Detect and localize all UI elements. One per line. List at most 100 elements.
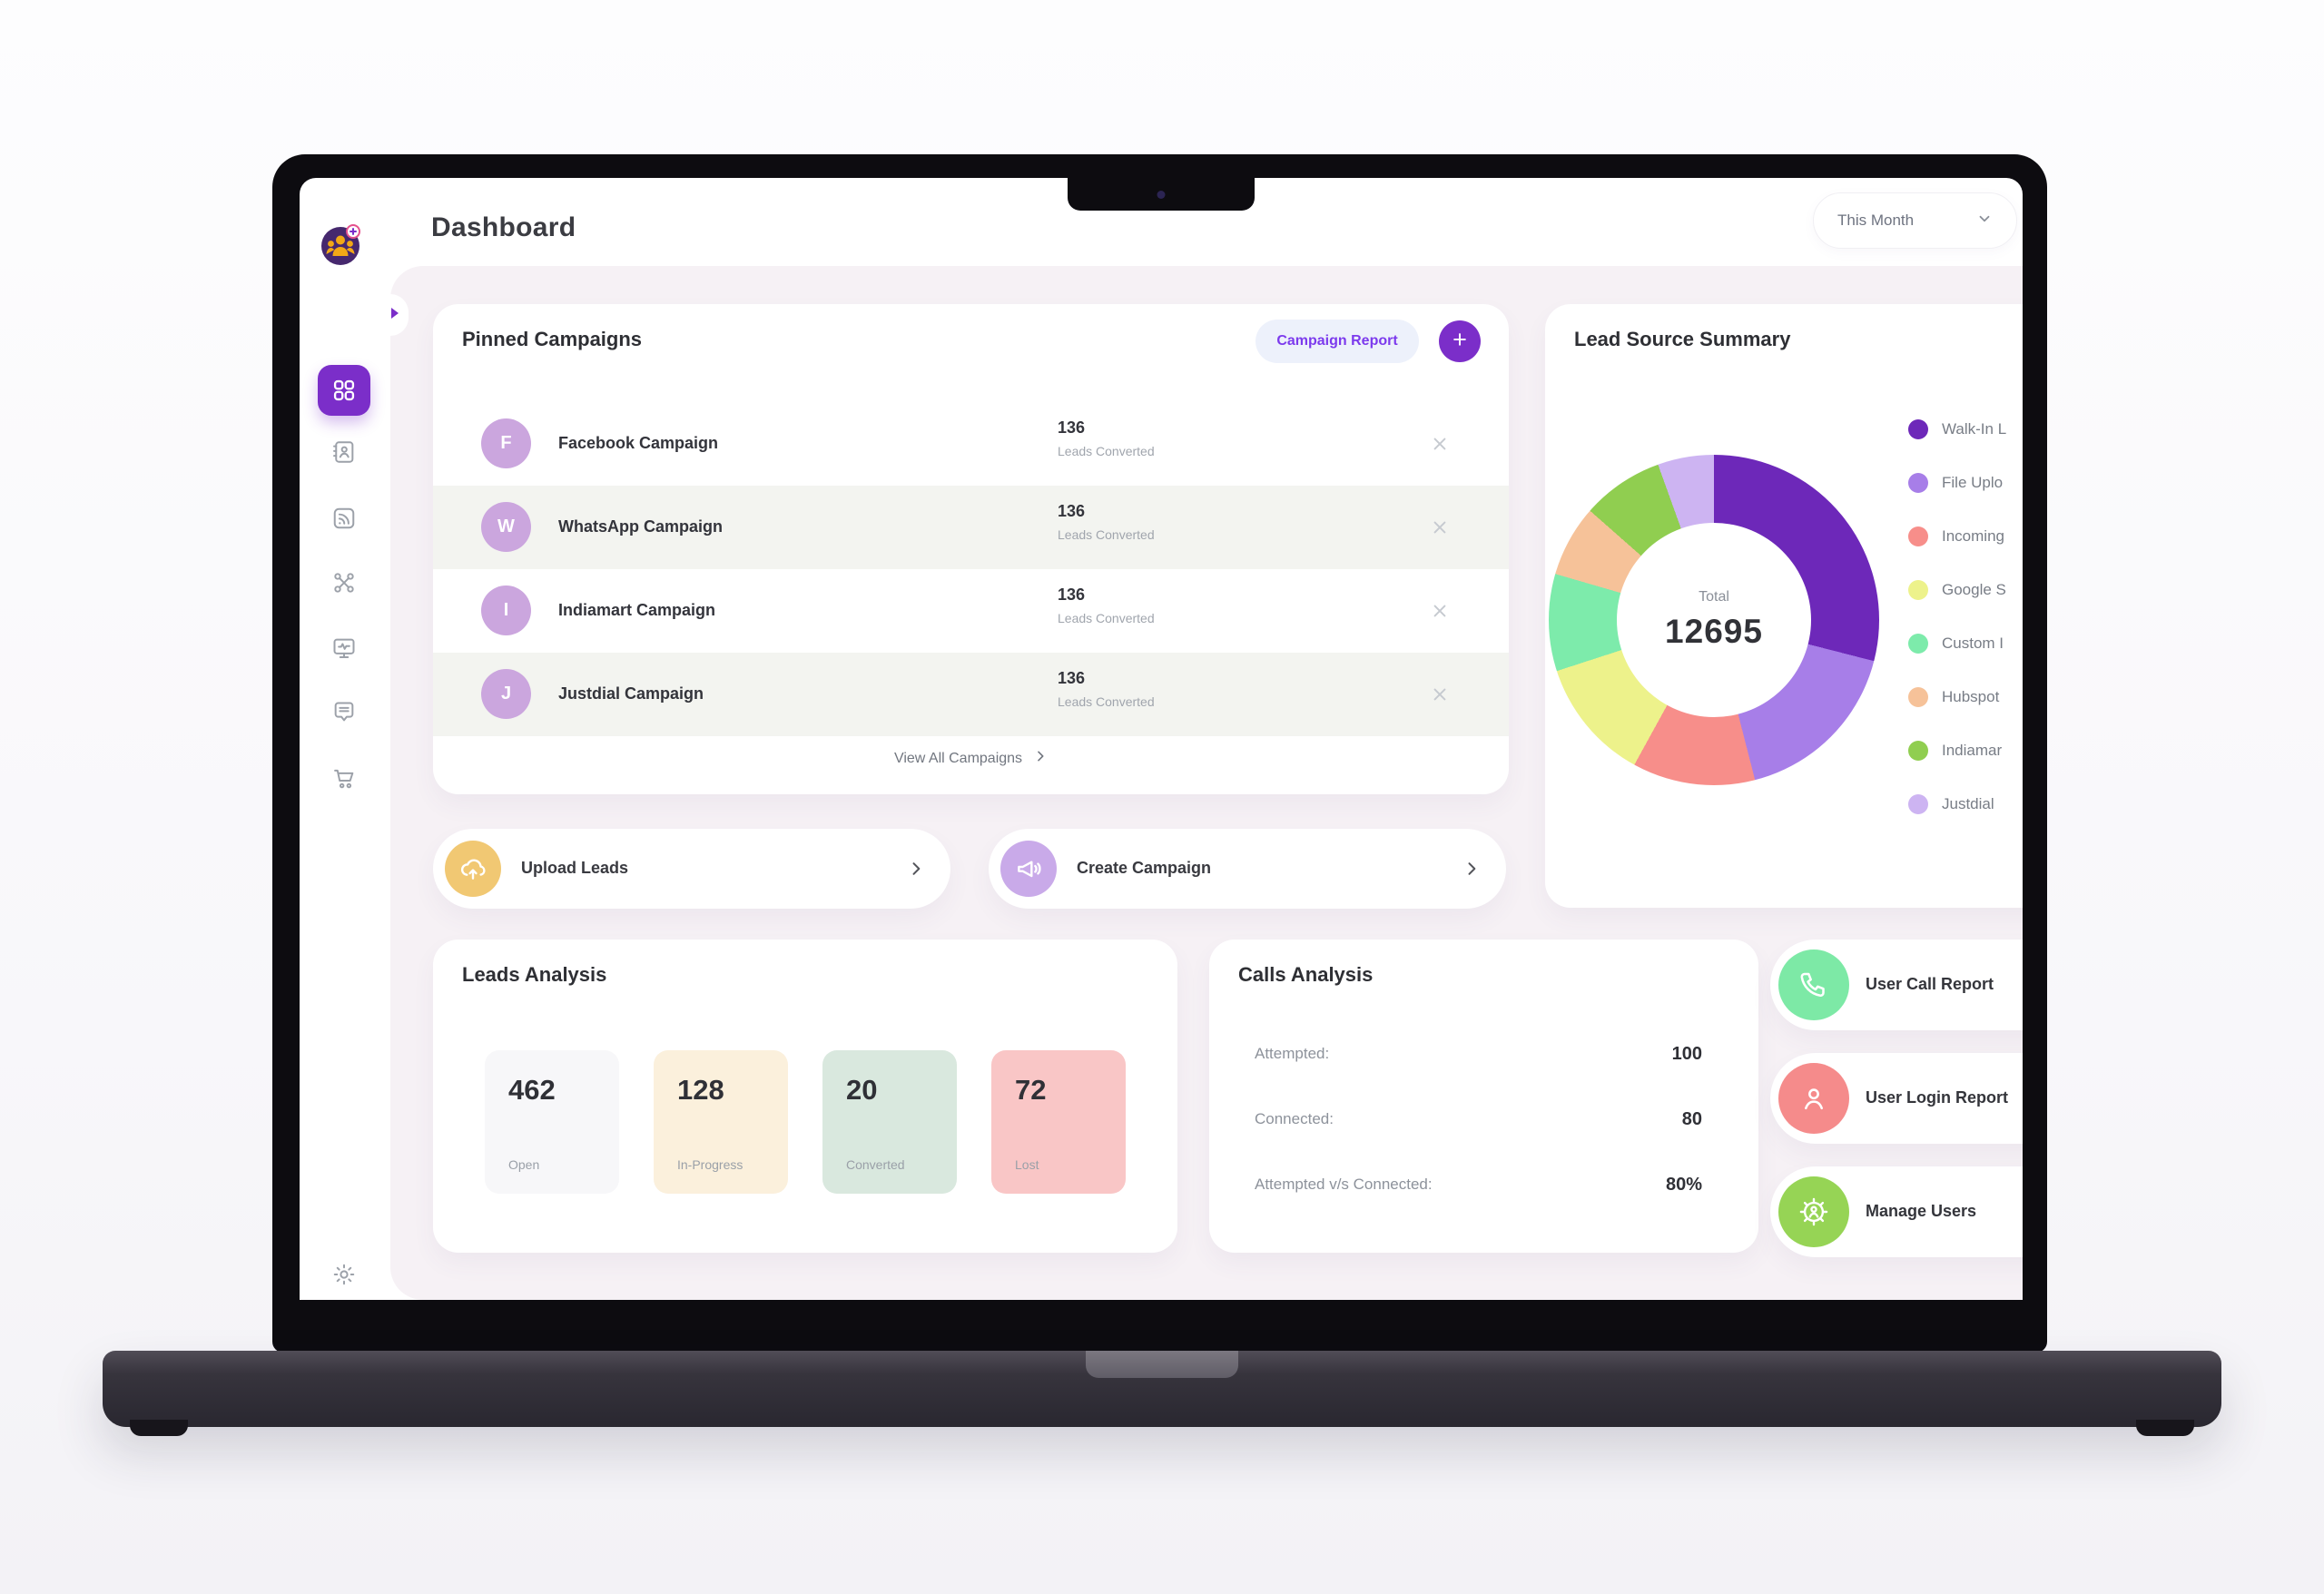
shopping-cart-icon [331,765,357,791]
unpin-close-icon[interactable] [1428,599,1452,623]
legend-item: Custom I [1908,634,2006,654]
period-selector-value: This Month [1837,212,1915,229]
dashboard-grid-icon [331,378,357,403]
stat-tile-open: 462 Open [485,1050,619,1194]
create-campaign-button[interactable]: Create Campaign [989,829,1506,909]
lead-source-summary-card: Lead Source Summary Total 12695 Walk-In … [1545,304,2023,908]
app-window: Dashboard This Month [300,178,2023,1300]
laptop-screen: Dashboard This Month [272,154,2047,1353]
sidebar-item-workflow[interactable] [331,570,357,595]
campaign-report-button[interactable]: Campaign Report [1256,320,1419,363]
sidebar-item-contacts[interactable] [331,439,357,465]
legend-dot [1908,526,1928,546]
legend-label: Walk-In L [1942,420,2007,438]
campaign-row[interactable]: J Justdial Campaign 136 Leads Converted [433,653,1509,736]
campaign-row[interactable]: W WhatsApp Campaign 136 Leads Converted [433,486,1509,569]
calls-value: 100 [1671,1043,1702,1064]
legend-dot [1908,687,1928,707]
chevron-right-icon [907,860,925,878]
campaign-metric-label: Leads Converted [1058,611,1155,625]
chart-legend: Walk-In L File Uplo Incoming Google S Cu… [1908,419,2006,814]
legend-item: Justdial [1908,794,2006,814]
logo-avatar[interactable] [320,223,363,267]
campaign-name: Facebook Campaign [558,434,719,452]
donut-total-label: Total [1699,589,1729,605]
user-login-report-button[interactable]: User Login Report [1770,1053,2023,1144]
laptop-lid-notch [1086,1351,1238,1378]
campaign-row[interactable]: F Facebook Campaign 136 Leads Converted [433,402,1509,486]
user-icon [1778,1063,1849,1134]
legend-label: Incoming [1942,527,2004,545]
leads-analysis-card: Leads Analysis 462 Open 128 In-Progress … [433,940,1177,1253]
unpin-close-icon[interactable] [1428,516,1452,539]
sidebar-item-monitor[interactable] [331,635,357,661]
legend-item: Google S [1908,580,2006,600]
view-all-label: View All Campaigns [893,750,1023,766]
campaign-metric-label: Leads Converted [1058,527,1155,542]
sidebar-item-dashboard[interactable] [318,365,370,416]
calls-row-connected: Connected: 80 [1255,1099,1702,1139]
user-login-report-label: User Login Report [1866,1088,2009,1107]
user-call-report-label: User Call Report [1866,975,1994,993]
chat-bubble-icon [331,700,357,725]
campaign-metric-label: Leads Converted [1058,694,1155,709]
campaign-row[interactable]: I Indiamart Campaign 136 Leads Converted [433,569,1509,653]
pinned-campaigns-card: Pinned Campaigns Campaign Report + F Fac… [433,304,1509,794]
campaign-value: 136 [1058,669,1086,687]
laptop-foot-left [130,1420,188,1436]
campaign-value: 136 [1058,418,1086,437]
legend-label: Indiamar [1942,742,2003,759]
camera-notch [1068,178,1255,211]
sidebar-item-feeds[interactable] [331,506,357,531]
chevron-right-expand-icon[interactable] [389,306,401,325]
calls-label: Attempted: [1255,1045,1330,1062]
calls-analysis-title: Calls Analysis [1238,963,1374,986]
campaign-value: 136 [1058,502,1086,520]
stat-label: Converted [846,1157,905,1172]
period-selector[interactable]: This Month [1813,192,2017,249]
manage-users-label: Manage Users [1866,1202,1977,1220]
leads-stats: 462 Open 128 In-Progress 20 Converted 72… [485,1050,1126,1194]
view-all-campaigns-link[interactable]: View All Campaigns [433,749,1509,768]
calls-label: Attempted v/s Connected: [1255,1176,1433,1193]
sidebar-expand-tab[interactable] [390,294,409,336]
user-settings-icon [1778,1176,1849,1247]
legend-item: Incoming [1908,526,2006,546]
stat-tile-converted: 20 Converted [822,1050,957,1194]
stat-value: 20 [846,1074,878,1106]
sidebar-item-orders[interactable] [331,765,357,791]
stat-value: 128 [677,1074,724,1106]
upload-leads-button[interactable]: Upload Leads [433,829,950,909]
campaign-metric-label: Leads Converted [1058,444,1155,458]
laptop-base [103,1351,2221,1436]
chevron-down-icon [1976,211,1993,231]
donut-total-value: 12695 [1665,613,1763,650]
page-title: Dashboard [431,212,576,242]
stat-label: Open [508,1157,540,1172]
upload-leads-label: Upload Leads [521,859,629,877]
legend-dot [1908,794,1928,814]
sidebar-item-messages[interactable] [331,700,357,725]
rss-feed-icon [331,506,357,531]
unpin-close-icon[interactable] [1428,683,1452,706]
contact-book-icon [331,439,357,465]
legend-dot [1908,634,1928,654]
unpin-close-icon[interactable] [1428,432,1452,456]
sidebar-item-settings[interactable] [331,1262,357,1287]
user-call-report-button[interactable]: User Call Report [1770,940,2023,1030]
monitor-activity-icon [331,635,357,661]
manage-users-button[interactable]: Manage Users [1770,1166,2023,1257]
stat-tile-lost: 72 Lost [991,1050,1126,1194]
campaign-avatar: F [481,418,531,468]
legend-label: File Uplo [1942,474,2004,491]
stat-tile-in-progress: 128 In-Progress [654,1050,788,1194]
legend-label: Hubspot [1942,688,2000,705]
legend-dot [1908,741,1928,761]
campaign-avatar: W [481,502,531,552]
calls-label: Connected: [1255,1110,1334,1127]
legend-dot [1908,473,1928,493]
calls-row-attempted: Attempted: 100 [1255,1034,1702,1074]
legend-item: Hubspot [1908,687,2006,707]
stat-value: 462 [508,1074,556,1106]
add-campaign-button[interactable]: + [1439,320,1481,362]
